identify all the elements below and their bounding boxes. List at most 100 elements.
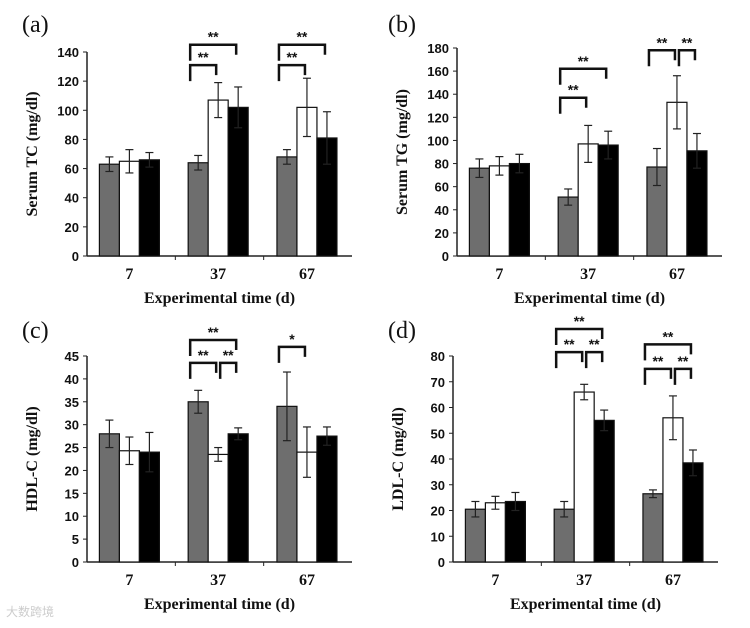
y-tick-label: 0 <box>438 555 445 570</box>
x-tick-label: 37 <box>210 266 226 283</box>
panel-1: (b) 0 20 40 60 80 100 120 140 160 180 7 37 67 ** ** ** **… <box>388 12 722 307</box>
y-axis-label: LDL-C (mg/dl) <box>390 407 407 511</box>
significance-bracket <box>643 343 693 361</box>
y-tick-label: 30 <box>431 478 445 493</box>
significance-label: ** <box>564 336 575 352</box>
significance-bracket <box>188 361 218 379</box>
significance-bracket <box>643 367 673 385</box>
bar <box>557 196 579 257</box>
y-tick-label: 80 <box>435 157 449 172</box>
bar <box>484 502 506 563</box>
y-tick-label: 140 <box>427 87 449 102</box>
y-tick-label: 40 <box>431 452 445 467</box>
significance-bracket <box>647 49 677 67</box>
significance-bracket <box>188 43 238 61</box>
y-tick-label: 20 <box>435 226 449 241</box>
bar <box>468 167 490 257</box>
significance-label: ** <box>568 82 579 98</box>
x-tick-label: 37 <box>576 572 592 589</box>
y-tick-label: 100 <box>427 133 449 148</box>
y-tick-label: 5 <box>72 532 79 547</box>
significance-bracket <box>584 350 604 369</box>
y-tick-label: 20 <box>431 504 445 519</box>
x-axis-label: Experimental time (d) <box>510 596 661 613</box>
y-tick-label: 60 <box>431 401 445 416</box>
panel-0: (a) 0 20 40 60 80 100 120 140 7 37 67 ** ** ** ** Experi… <box>22 12 352 307</box>
bar <box>118 450 141 563</box>
y-tick-label: 140 <box>57 45 79 60</box>
y-tick-label: 25 <box>65 441 79 456</box>
y-tick-label: 180 <box>427 41 449 56</box>
significance-label: ** <box>198 347 209 363</box>
y-axis-label: HDL-C (mg/dl) <box>24 406 41 511</box>
significance-bracket <box>188 63 218 82</box>
x-tick-label: 67 <box>299 572 315 589</box>
y-axis-label: Serum TC (mg/dl) <box>24 91 41 216</box>
bar <box>488 165 510 257</box>
bar <box>593 419 615 563</box>
y-tick-label: 15 <box>65 486 79 501</box>
x-tick-label: 67 <box>299 266 315 283</box>
bar <box>573 391 595 563</box>
y-axis-label: Serum TG (mg/dl) <box>394 89 411 215</box>
bar <box>316 435 338 563</box>
bar <box>187 162 209 257</box>
significance-label: ** <box>296 29 307 45</box>
x-tick-label: 67 <box>665 572 681 589</box>
significance-bracket <box>554 327 604 345</box>
bar <box>118 160 141 257</box>
y-tick-label: 40 <box>65 191 79 206</box>
significance-label: ** <box>662 328 673 344</box>
bar <box>98 433 121 563</box>
bar <box>207 99 229 257</box>
y-tick-label: 80 <box>431 349 445 364</box>
significance-bracket <box>277 43 327 61</box>
significance-label: ** <box>574 313 585 329</box>
significance-bracket <box>677 49 697 67</box>
watermark: 大数跨境 <box>6 605 55 619</box>
y-tick-label: 50 <box>431 426 445 441</box>
y-tick-label: 60 <box>435 180 449 195</box>
bar <box>508 162 530 257</box>
significance-label: ** <box>286 49 297 65</box>
bar <box>98 163 121 257</box>
y-tick-label: 45 <box>65 349 79 364</box>
y-tick-label: 0 <box>72 249 79 264</box>
y-tick-label: 20 <box>65 220 79 235</box>
y-tick-label: 40 <box>65 372 79 387</box>
significance-label: ** <box>208 324 219 340</box>
y-tick-label: 0 <box>72 555 79 570</box>
x-axis-label: Experimental time (d) <box>144 596 295 613</box>
x-tick-label: 7 <box>125 266 133 283</box>
y-tick-label: 0 <box>442 249 449 264</box>
y-tick-label: 120 <box>57 74 79 89</box>
significance-bracket <box>218 361 238 379</box>
significance-label: ** <box>208 29 219 45</box>
significance-label: ** <box>681 34 692 50</box>
significance-bracket <box>558 96 588 114</box>
significance-label: ** <box>223 347 234 363</box>
y-tick-label: 60 <box>65 162 79 177</box>
bar <box>187 401 209 563</box>
significance-bracket <box>558 67 608 85</box>
significance-bracket <box>673 367 693 385</box>
significance-label: ** <box>656 34 667 50</box>
bar <box>138 159 160 257</box>
significance-label: ** <box>652 353 663 369</box>
significance-bracket <box>554 350 584 369</box>
y-tick-label: 10 <box>65 509 79 524</box>
y-tick-label: 120 <box>427 110 449 125</box>
x-tick-label: 7 <box>125 572 133 589</box>
panel-letter: (c) <box>22 318 49 344</box>
panel-letter: (b) <box>388 12 416 38</box>
y-tick-label: 160 <box>427 64 449 79</box>
x-axis-label: Experimental time (d) <box>144 290 295 307</box>
significance-label: ** <box>589 336 600 352</box>
x-tick-label: 67 <box>669 266 685 283</box>
panel-letter: (d) <box>388 318 416 344</box>
x-tick-label: 7 <box>491 572 499 589</box>
bar <box>642 493 664 563</box>
significance-label: ** <box>198 49 209 65</box>
